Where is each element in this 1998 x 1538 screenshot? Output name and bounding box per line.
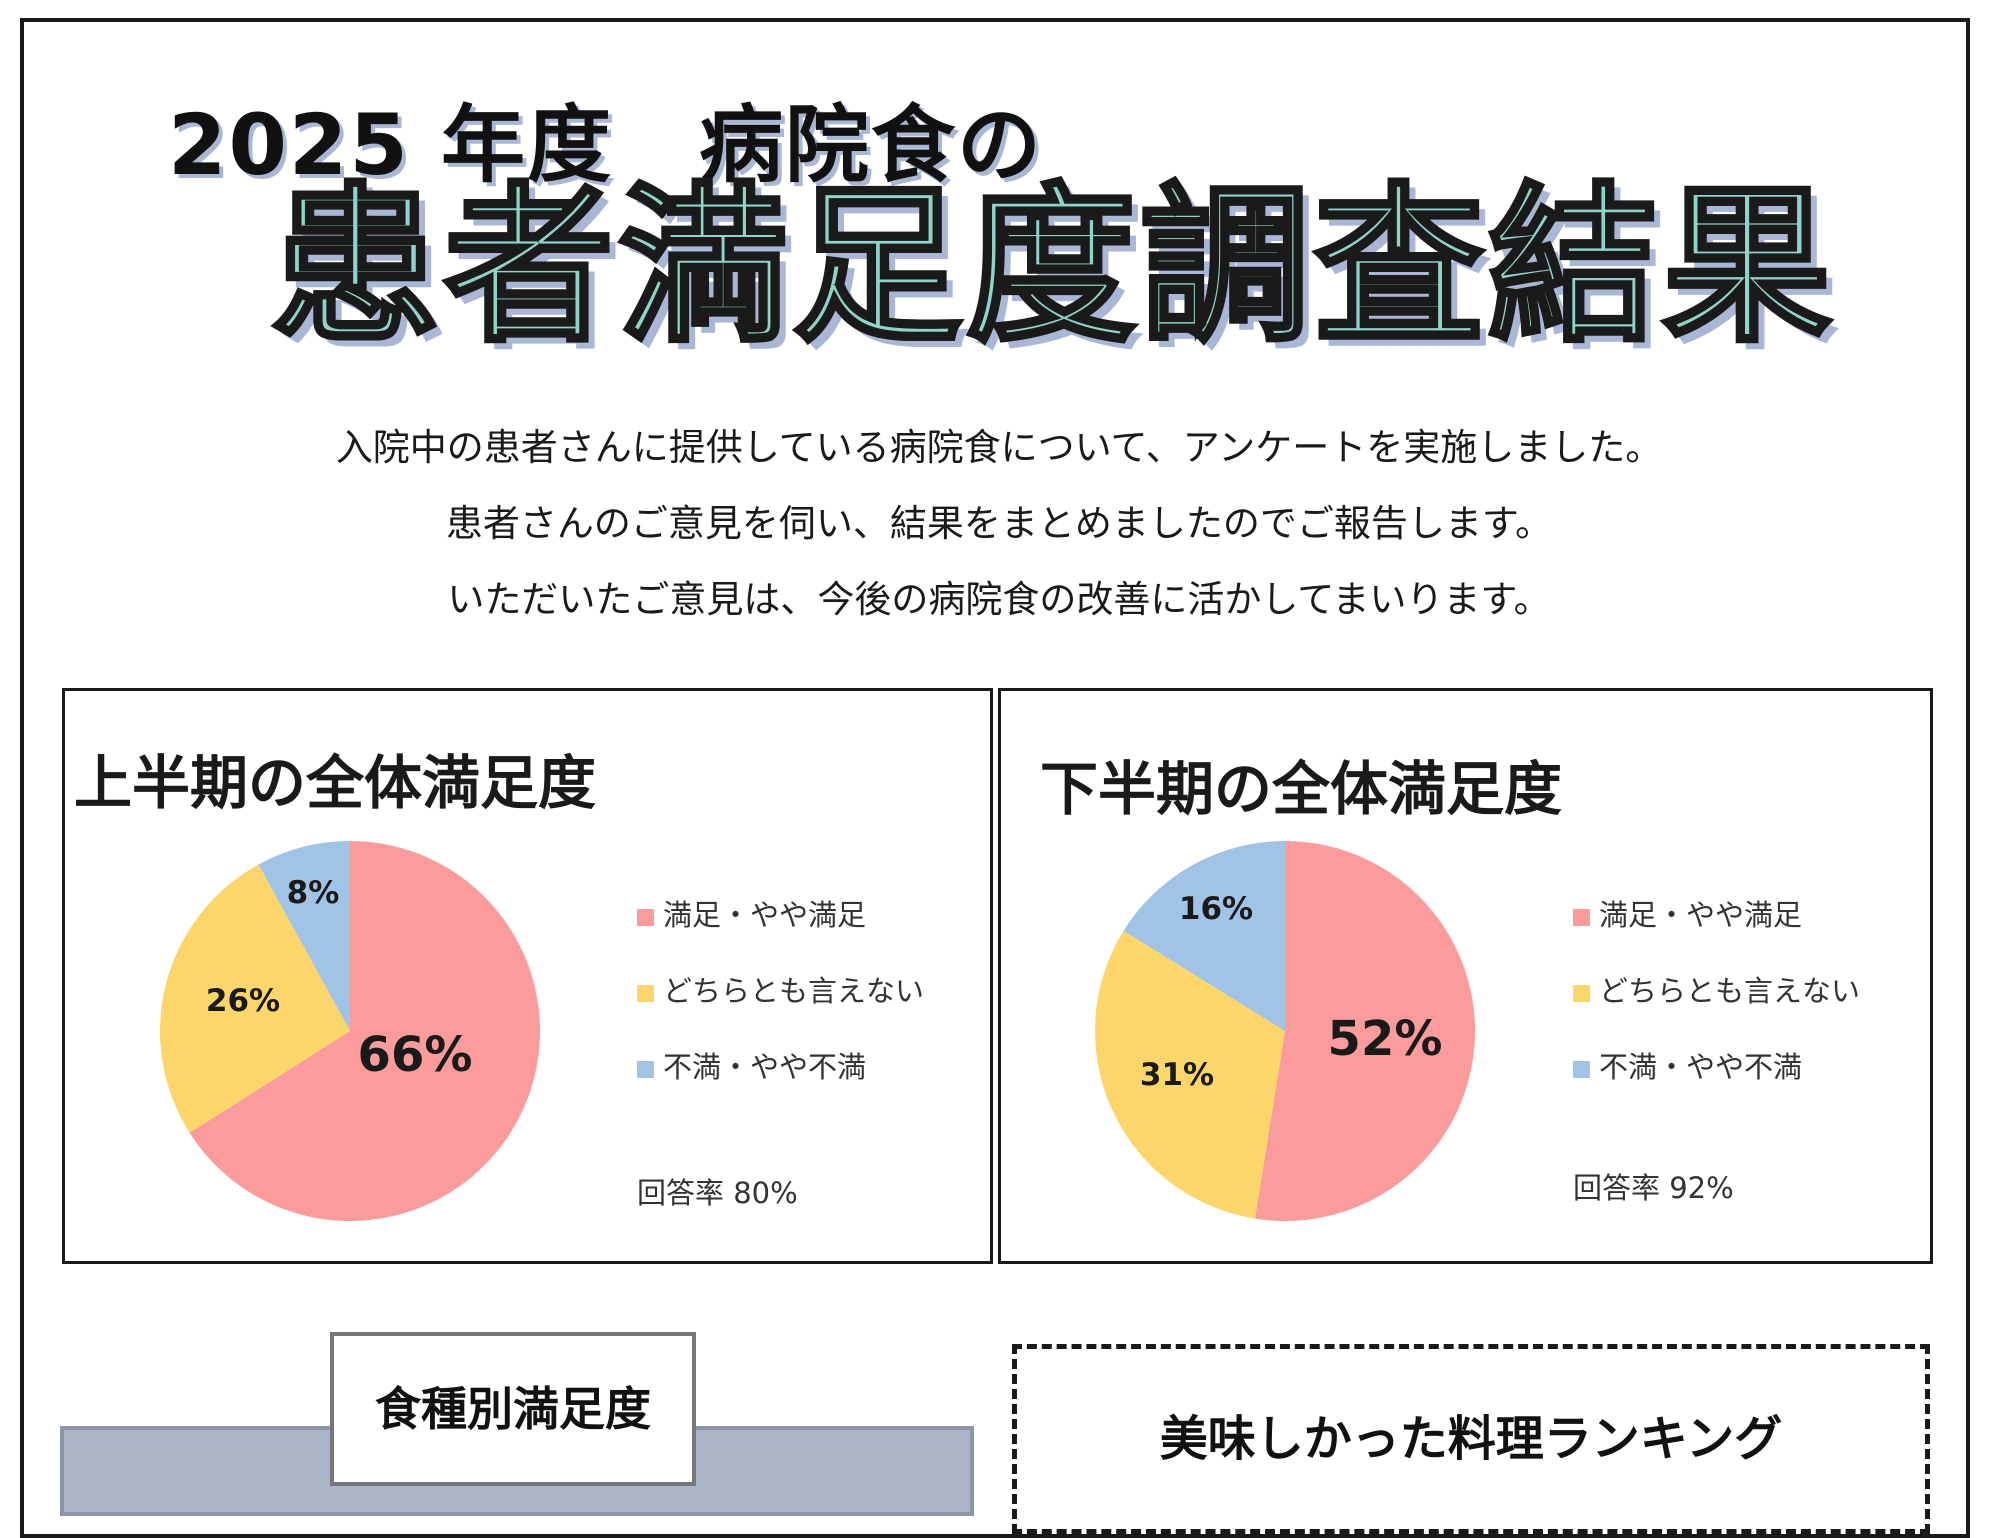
chart-title: 上半期の全体満足度	[74, 749, 596, 817]
pie-slice-unsatisfied	[258, 841, 350, 1031]
data-label: 16%	[1179, 891, 1253, 927]
legend-swatch	[637, 909, 654, 926]
first-half-pie-chart: 上半期の全体満足度 66% 26% 8% 満足・やや満足どちらとも言えない不満・やや不満…	[74, 749, 924, 1221]
pie-slice-satisfied	[189, 841, 540, 1221]
data-label: 31%	[1140, 1057, 1214, 1093]
response-rate: 回答率 92%	[1573, 1171, 1734, 1205]
title-line-2: 患者満足度調査結果	[268, 168, 1837, 366]
intro-line: 患者さんのご意見を伺い、結果をまとめましたのでご報告します。	[445, 502, 1553, 545]
second-half-chart-panel: 下半期の全体満足度 52% 31% 16% 満足・やや満足どちらとも言えない 不満・やや不…	[998, 688, 1933, 1264]
legend-swatch	[637, 1061, 654, 1078]
second-half-pie-chart: 下半期の全体満足度 52% 31% 16% 満足・やや満足どちらとも言えない不満・やや不…	[1040, 755, 1860, 1221]
data-label: 66%	[358, 1027, 473, 1083]
legend-label: どちらとも言えない	[663, 974, 924, 1008]
pie-slice-neutral	[1095, 930, 1285, 1219]
legend-swatch	[1573, 1061, 1590, 1078]
meal-type-section-title: 食種別満足度	[330, 1332, 696, 1486]
intro-line: 入院中の患者さんに提供している病院食について、アンケートを実施しました。	[335, 426, 1663, 469]
first-half-chart-panel: 上半期の全体満足度 66% 26% 8% 満足・やや満足どちらとも言えない 不満・やや不満…	[62, 688, 993, 1264]
legend-swatch	[637, 985, 654, 1002]
pie-slice-satisfied	[1254, 841, 1475, 1221]
ranking-section-box: 美味しかった料理ランキング	[1012, 1344, 1930, 1534]
legend-label: 満足・やや満足	[663, 898, 866, 932]
data-label: 52%	[1328, 1011, 1443, 1067]
pie-slice-unsatisfied	[1123, 841, 1285, 1031]
legend-label: どちらとも言えない	[1599, 974, 1860, 1008]
title-line-1: 2025 年度 病院食の	[168, 96, 1044, 194]
legend-swatch	[1573, 985, 1590, 1002]
legend-label: 不満・やや不満	[663, 1050, 866, 1084]
intro-text: 入院中の患者さんに提供している病院食について、アンケートを実施しました。 患者さ…	[0, 410, 1998, 638]
data-label: 26%	[206, 983, 280, 1019]
pie-slice-neutral	[159, 864, 350, 1133]
legend-label: 不満・やや不満	[1599, 1050, 1802, 1084]
intro-line: いただいたご意見は、今後の病院食の改善に活かしてまいります。	[447, 578, 1551, 621]
data-label: 8%	[287, 875, 340, 911]
chart-title: 下半期の全体満足度	[1040, 755, 1562, 823]
ranking-section-title: 美味しかった料理ランキング	[1159, 1411, 1783, 1467]
legend-label: 満足・やや満足	[1599, 898, 1802, 932]
response-rate: 回答率 80%	[637, 1176, 798, 1210]
legend-swatch	[1573, 909, 1590, 926]
